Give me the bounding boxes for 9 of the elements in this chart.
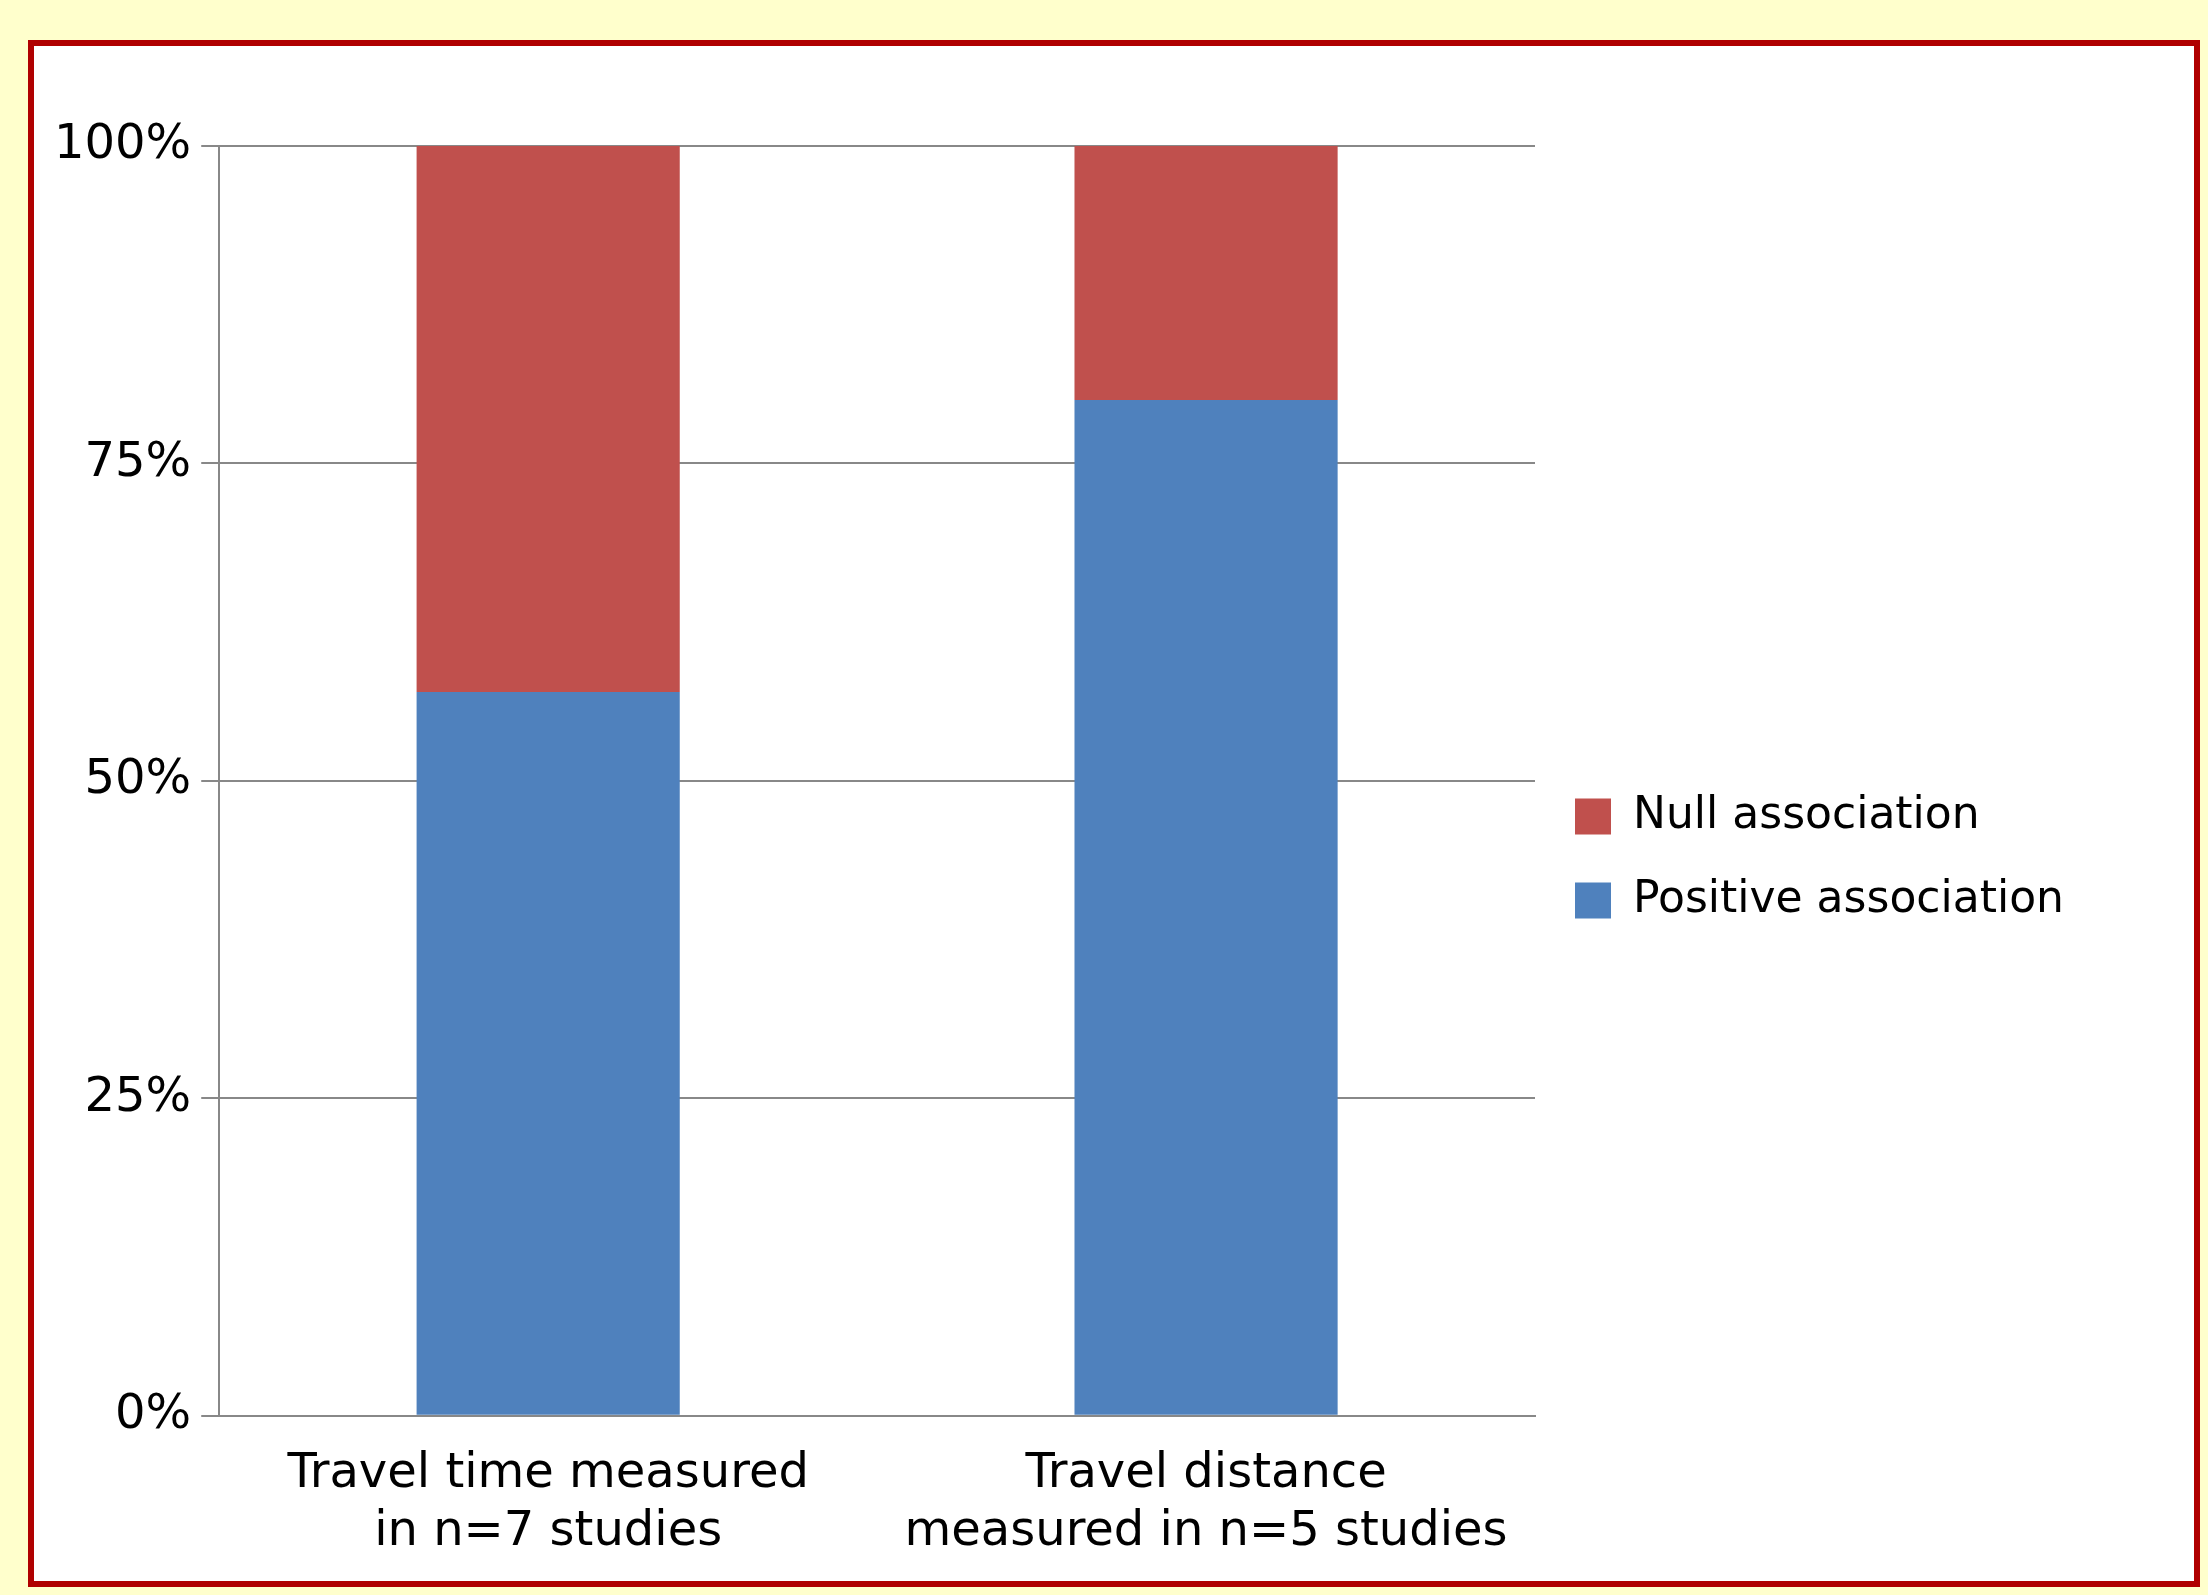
y-tick-label: 25%	[84, 1065, 192, 1122]
x-tick-label: Travel time measured in n=7 studies	[286, 1442, 809, 1556]
y-tick-label: 50%	[84, 748, 192, 805]
legend-label: Positive association	[1633, 870, 2064, 922]
y-tick-label: 75%	[84, 430, 192, 487]
x-tick-label: Travel distance measured in n=5 studies	[904, 1442, 1508, 1556]
legend-label: Null association	[1633, 786, 1980, 838]
y-tick-label: 0%	[115, 1383, 192, 1440]
y-tick-label: 100%	[53, 113, 192, 170]
